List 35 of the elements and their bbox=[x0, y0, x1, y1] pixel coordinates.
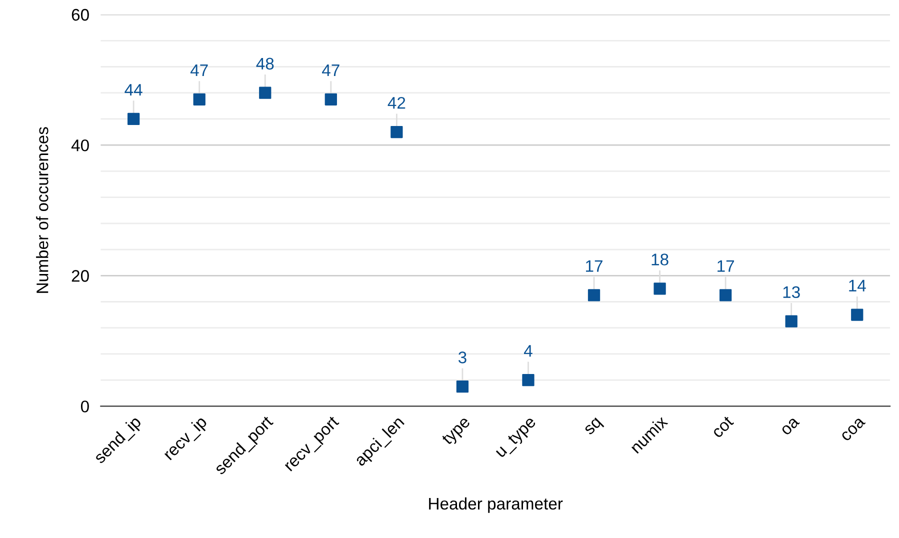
point bbox=[588, 289, 600, 302]
data-label: 3 bbox=[458, 352, 466, 364]
x-tick-label: type bbox=[441, 416, 473, 448]
point bbox=[259, 86, 272, 99]
point bbox=[128, 112, 140, 126]
data-label: 42 bbox=[388, 96, 406, 109]
x-tick-label: cot bbox=[711, 416, 734, 438]
y-tick-label: 40 bbox=[71, 139, 89, 152]
x-axis-title: Header parameter bbox=[429, 497, 563, 513]
x-tick-label: sq bbox=[584, 417, 604, 438]
point bbox=[785, 315, 798, 328]
x-tick-label: oa bbox=[780, 416, 800, 436]
data-label: 18 bbox=[652, 254, 668, 266]
data-label: 47 bbox=[190, 64, 208, 76]
point bbox=[456, 380, 469, 393]
x-tick-label: coa bbox=[840, 416, 866, 442]
point bbox=[719, 289, 732, 302]
y-axis-title: Number of occurences bbox=[36, 127, 48, 293]
data-label: 44 bbox=[124, 84, 142, 96]
data-label: 13 bbox=[783, 286, 800, 298]
point bbox=[522, 374, 534, 386]
data-label: 48 bbox=[256, 58, 274, 70]
data-label: 14 bbox=[849, 280, 866, 292]
data-label: 17 bbox=[586, 260, 602, 272]
y-tick-label: 0 bbox=[80, 400, 89, 412]
data-label: 17 bbox=[718, 260, 734, 272]
point bbox=[324, 93, 337, 106]
y-tick-label: 20 bbox=[72, 270, 89, 282]
data-label: 4 bbox=[524, 345, 532, 357]
point bbox=[851, 308, 864, 321]
point bbox=[193, 93, 206, 106]
point bbox=[654, 282, 666, 295]
data-label: 47 bbox=[322, 64, 340, 76]
point bbox=[390, 126, 403, 138]
y-tick-label: 60 bbox=[72, 8, 89, 21]
